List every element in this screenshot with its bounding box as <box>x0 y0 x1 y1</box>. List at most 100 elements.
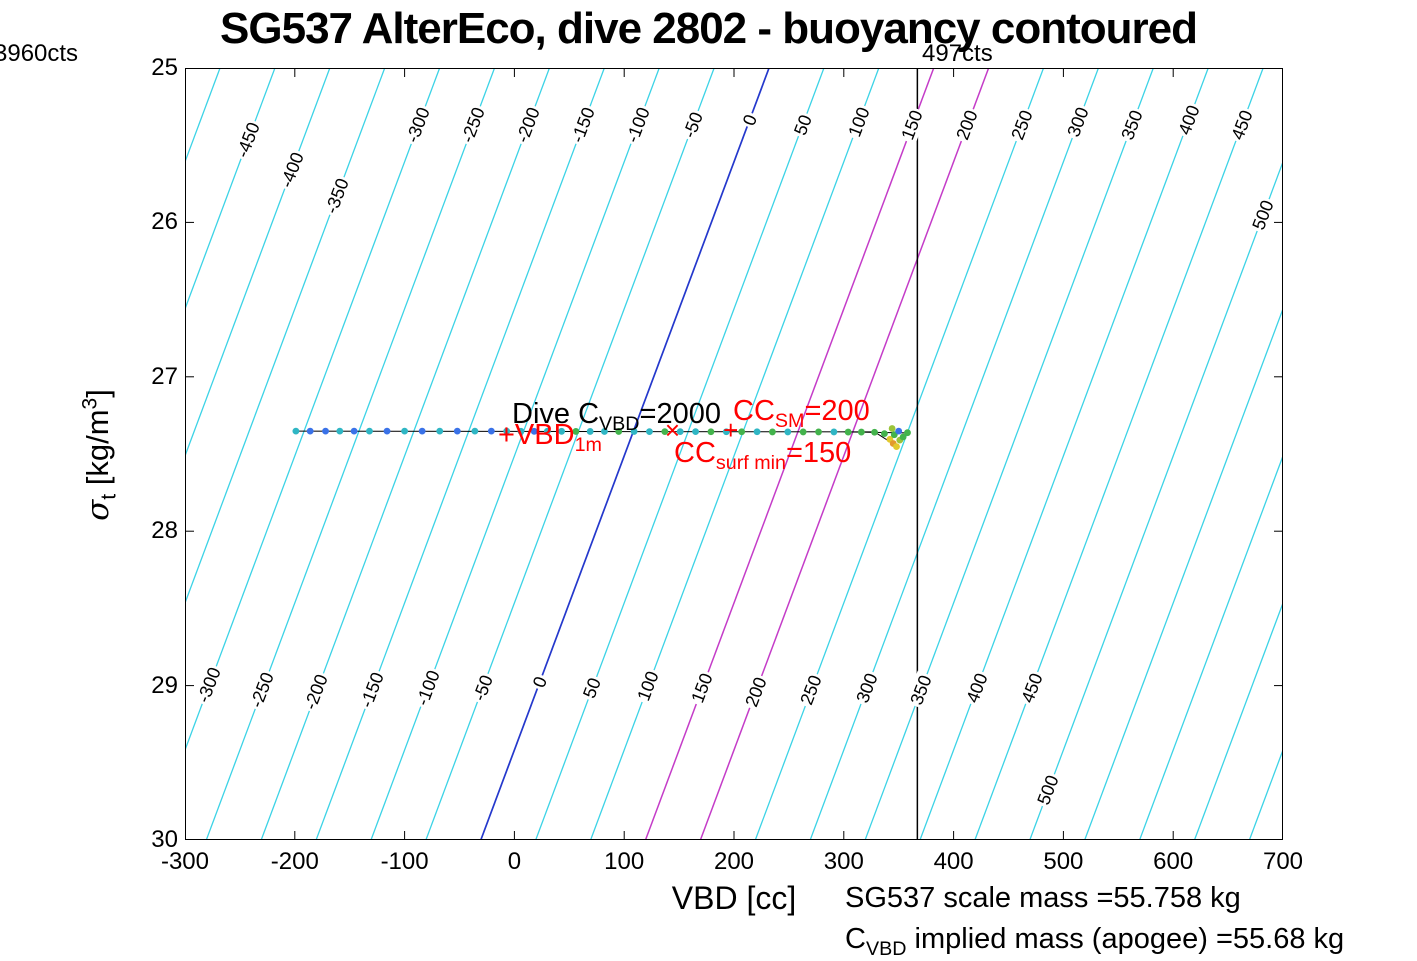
y-axis-label: σt [kg/m3] <box>79 389 122 521</box>
data-point <box>904 429 911 437</box>
vbd-1m-sub: 1m <box>574 433 602 456</box>
data-point <box>487 427 495 435</box>
data-point <box>799 428 807 436</box>
contour-line-150 <box>644 68 935 840</box>
data-point <box>722 428 730 436</box>
annotation-cc-surf-min: CCsurf min=150 <box>674 437 851 475</box>
data-point <box>366 427 373 435</box>
contour-line-300 <box>809 68 1100 840</box>
data-point <box>692 428 699 436</box>
data-point <box>530 427 538 435</box>
scale-mass-text: SG537 scale mass =55.758 kg <box>845 882 1241 914</box>
vbd-counts-min-label: 3960cts <box>0 40 79 67</box>
data-point <box>661 428 669 436</box>
data-point <box>558 427 566 435</box>
x-tick-label-200: 200 <box>713 848 755 875</box>
x-tick-label-700: 700 <box>1262 848 1304 875</box>
data-point <box>769 428 776 436</box>
y-tick-label-26: 26 <box>151 208 178 236</box>
contour-line--300 <box>185 68 441 752</box>
data-point <box>893 443 900 450</box>
data-point <box>844 428 852 436</box>
vbd-counts-line-label: 497cts <box>922 40 993 67</box>
x-tick-label--100: -100 <box>380 848 429 875</box>
annotation-cc-sm: CCSM=200 <box>733 395 870 433</box>
data-point <box>707 428 715 436</box>
y-tick-label-30: 30 <box>151 826 178 853</box>
data-point <box>436 427 444 435</box>
data-point <box>871 428 878 436</box>
data-point <box>899 433 907 441</box>
contour-line-100 <box>589 68 880 840</box>
x-axis-label: VBD [cc] <box>671 880 797 916</box>
vbd-1m-pre: +VBD <box>498 419 575 451</box>
y-tick-label-28: 28 <box>151 517 178 545</box>
contour-line--350 <box>185 68 386 605</box>
y-units-pre: [kg/m <box>80 409 116 494</box>
cc-surf-post: =150 <box>785 437 852 469</box>
data-point <box>676 428 684 436</box>
data-point <box>517 427 525 435</box>
contour-line--450 <box>185 68 276 311</box>
implied-mass-text: CVBD implied mass (apogee) =55.68 kg <box>845 923 1344 961</box>
y-units-exponent: 3 <box>78 397 102 410</box>
data-point <box>401 427 408 435</box>
data-point <box>322 427 329 435</box>
x-tick-label-100: 100 <box>604 848 645 875</box>
plot-title: SG537 AlterEco, dive 2802 - buoyancy con… <box>220 4 1198 53</box>
x-tick-label-600: 600 <box>1153 848 1194 875</box>
red-marker-×: × <box>665 415 680 445</box>
x-tick-label-400: 400 <box>933 848 974 875</box>
cc-sm-post: =200 <box>804 395 870 427</box>
data-point <box>572 428 580 435</box>
dive-cvbd-post: =2000 <box>639 398 721 430</box>
data-point <box>881 430 888 438</box>
contour-line-0 <box>480 68 770 840</box>
cc-surf-sub: surf min <box>715 451 786 474</box>
data-point <box>471 427 479 435</box>
x-tick-label-500: 500 <box>1043 848 1084 875</box>
data-point <box>857 428 865 436</box>
cc-sm-pre: CC <box>733 395 775 427</box>
implied-mass-post: implied mass (apogee) =55.68 kg <box>906 923 1345 955</box>
sigma-symbol: σ <box>80 499 117 521</box>
contour-line-650 <box>1193 601 1283 840</box>
contour-line--250 <box>205 68 496 840</box>
contour-line-450 <box>974 68 1264 840</box>
x-tick-label-300: 300 <box>823 848 864 875</box>
data-point <box>601 428 608 435</box>
implied-mass-pre: C <box>845 923 866 955</box>
data-point <box>350 427 358 435</box>
data-point <box>784 428 792 436</box>
contour-line-350 <box>864 68 1154 840</box>
y-tick-label-29: 29 <box>151 671 178 699</box>
x-tick-label--300: -300 <box>160 848 210 875</box>
cc-sm-sub: SM <box>774 409 805 432</box>
data-point <box>615 428 623 435</box>
dive-cvbd-sub: VBD <box>599 412 640 435</box>
red-marker-+: + <box>723 415 738 445</box>
annotation-vbd-1m: +VBD1m <box>498 419 602 457</box>
data-point <box>888 425 896 432</box>
x-tick-label--200: -200 <box>270 848 319 875</box>
annotation-dive-cvbd: Dive CVBD=2000 <box>512 398 721 436</box>
data-point <box>753 428 761 436</box>
contour-line-500 <box>1029 159 1283 840</box>
contour-line-250 <box>754 68 1045 840</box>
contour-line-600 <box>1138 454 1283 840</box>
contour-line--50 <box>425 68 715 840</box>
axes-border <box>185 68 1283 840</box>
y-tick-label-27: 27 <box>151 362 178 390</box>
data-point <box>830 428 838 436</box>
data-point <box>292 427 300 435</box>
data-point <box>646 428 653 436</box>
data-point <box>306 427 314 435</box>
contour-line--400 <box>185 68 331 458</box>
dive-cvbd-pre: Dive C <box>512 398 600 430</box>
data-point <box>895 427 903 435</box>
data-point <box>503 427 511 435</box>
data-point <box>453 427 461 435</box>
data-point <box>630 428 638 435</box>
data-point <box>543 427 551 435</box>
contour-line-50 <box>535 68 825 840</box>
